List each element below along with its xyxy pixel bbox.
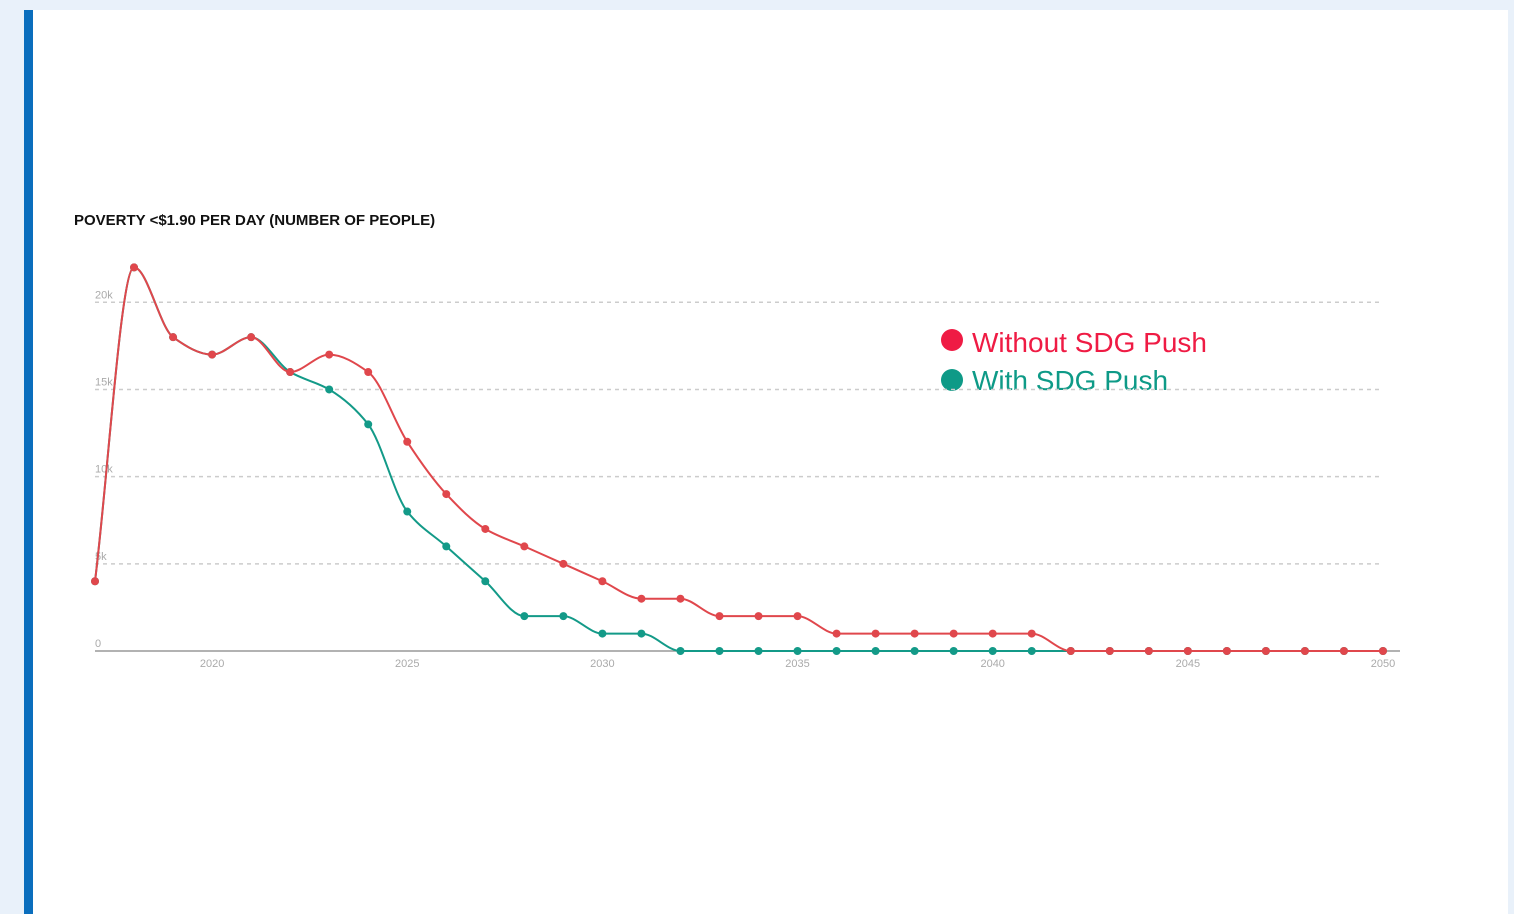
point (91, 577, 99, 586)
point (1144, 647, 1153, 655)
legend-label: Without SDG Push (972, 327, 1207, 358)
legend: Without SDG Push With SDG Push (941, 327, 1207, 396)
point (949, 629, 958, 638)
point (559, 559, 568, 568)
point (793, 612, 802, 621)
point (715, 647, 724, 655)
point (481, 577, 490, 586)
point (520, 542, 529, 551)
point (598, 629, 607, 638)
point (871, 647, 880, 655)
legend-marker (941, 369, 963, 391)
point (1066, 647, 1075, 655)
point (481, 524, 490, 533)
point (325, 350, 334, 359)
point (715, 612, 724, 621)
point (208, 350, 217, 359)
point (793, 647, 802, 655)
point (1339, 647, 1348, 655)
point (988, 629, 997, 638)
point (832, 629, 841, 638)
point (1105, 647, 1114, 655)
point (754, 612, 763, 621)
point (637, 629, 646, 638)
point (403, 437, 412, 446)
x-tick-label: 2040 (980, 658, 1004, 670)
point (169, 333, 178, 342)
point (676, 594, 685, 603)
x-tick-label: 2045 (1176, 658, 1200, 670)
point (559, 612, 568, 621)
x-tick-label: 2025 (395, 658, 419, 670)
point (676, 647, 685, 655)
point (1261, 647, 1270, 655)
point (1027, 647, 1036, 655)
point (988, 647, 997, 655)
point (1222, 647, 1231, 655)
point (910, 647, 919, 655)
point (949, 647, 958, 655)
y-tick-label: 15k (95, 376, 113, 388)
point (442, 542, 451, 551)
point (871, 629, 880, 638)
y-tick-label: 20k (95, 289, 113, 301)
line (94, 266, 1383, 653)
x-tick-label: 2050 (1371, 658, 1395, 670)
point (598, 577, 607, 586)
card (24, 10, 1508, 914)
x-tick-label: 2035 (785, 658, 809, 670)
point (1183, 647, 1192, 655)
point (286, 368, 295, 377)
legend-label: With SDG Push (972, 365, 1168, 396)
point (364, 420, 373, 429)
line (94, 266, 1383, 653)
point (442, 490, 451, 499)
legend-marker (941, 329, 963, 351)
point (130, 263, 139, 272)
x-tick-label: 2020 (200, 658, 224, 670)
x-tick-label: 2030 (590, 658, 614, 670)
point (910, 629, 919, 638)
y-tick-label: 10k (95, 464, 113, 476)
y-tick-label: 0 (95, 638, 101, 650)
point (403, 507, 412, 516)
point (637, 594, 646, 603)
point (1300, 647, 1309, 655)
point (364, 368, 373, 377)
point (1379, 647, 1387, 655)
point (520, 612, 529, 621)
chart-title: POVERTY <$1.90 PER DAY (NUMBER OF PEOPLE… (74, 212, 435, 229)
point (247, 333, 256, 342)
point (1027, 629, 1036, 638)
point (832, 647, 841, 655)
point (325, 385, 334, 394)
point (754, 647, 763, 655)
